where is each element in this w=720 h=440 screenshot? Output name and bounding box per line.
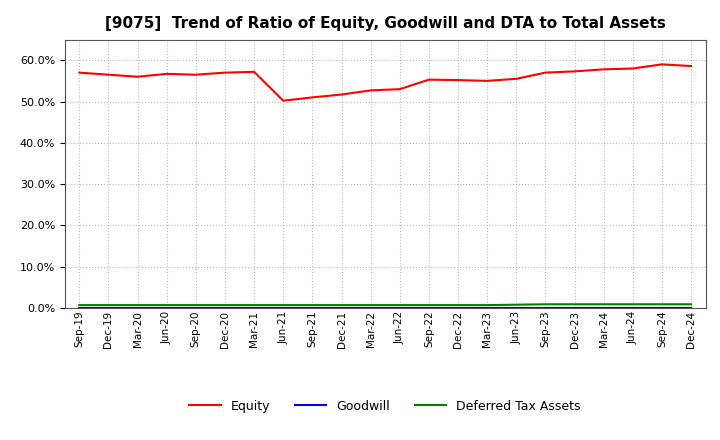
Deferred Tax Assets [250, 302, 258, 308]
Deferred Tax Assets [192, 302, 200, 308]
Deferred Tax Assets [279, 302, 287, 308]
Deferred Tax Assets [599, 302, 608, 307]
Deferred Tax Assets [629, 302, 637, 307]
Equity [220, 70, 229, 75]
Equity [250, 69, 258, 74]
Equity [104, 72, 113, 77]
Equity [599, 67, 608, 72]
Deferred Tax Assets [425, 302, 433, 308]
Goodwill [425, 305, 433, 311]
Deferred Tax Assets [308, 302, 317, 308]
Deferred Tax Assets [133, 302, 142, 308]
Line: Equity: Equity [79, 64, 691, 101]
Goodwill [163, 305, 171, 311]
Deferred Tax Assets [337, 302, 346, 308]
Goodwill [133, 305, 142, 311]
Equity [512, 76, 521, 81]
Deferred Tax Assets [454, 302, 462, 308]
Equity [133, 74, 142, 79]
Goodwill [220, 305, 229, 311]
Deferred Tax Assets [220, 302, 229, 308]
Equity [192, 72, 200, 77]
Equity [629, 66, 637, 71]
Deferred Tax Assets [395, 302, 404, 308]
Equity [541, 70, 550, 75]
Equity [163, 71, 171, 77]
Equity [657, 62, 666, 67]
Equity [279, 98, 287, 103]
Goodwill [250, 305, 258, 311]
Goodwill [395, 305, 404, 311]
Equity [395, 87, 404, 92]
Goodwill [483, 305, 492, 311]
Goodwill [657, 305, 666, 311]
Equity [483, 78, 492, 84]
Equity [75, 70, 84, 75]
Goodwill [308, 305, 317, 311]
Equity [337, 92, 346, 97]
Goodwill [104, 305, 113, 311]
Equity [454, 77, 462, 83]
Goodwill [337, 305, 346, 311]
Goodwill [687, 305, 696, 311]
Deferred Tax Assets [512, 302, 521, 307]
Deferred Tax Assets [75, 302, 84, 308]
Goodwill [570, 305, 579, 311]
Equity [687, 63, 696, 69]
Goodwill [279, 305, 287, 311]
Equity [570, 69, 579, 74]
Equity [308, 95, 317, 100]
Equity [425, 77, 433, 82]
Deferred Tax Assets [570, 302, 579, 307]
Goodwill [541, 305, 550, 311]
Goodwill [366, 305, 375, 311]
Deferred Tax Assets [366, 302, 375, 308]
Title: [9075]  Trend of Ratio of Equity, Goodwill and DTA to Total Assets: [9075] Trend of Ratio of Equity, Goodwil… [105, 16, 665, 32]
Deferred Tax Assets [657, 302, 666, 307]
Equity [366, 88, 375, 93]
Legend: Equity, Goodwill, Deferred Tax Assets: Equity, Goodwill, Deferred Tax Assets [184, 395, 586, 418]
Deferred Tax Assets [104, 302, 113, 308]
Goodwill [599, 305, 608, 311]
Goodwill [512, 305, 521, 311]
Goodwill [629, 305, 637, 311]
Deferred Tax Assets [541, 302, 550, 307]
Deferred Tax Assets [687, 302, 696, 307]
Goodwill [454, 305, 462, 311]
Goodwill [192, 305, 200, 311]
Line: Deferred Tax Assets: Deferred Tax Assets [79, 304, 691, 305]
Deferred Tax Assets [163, 302, 171, 308]
Deferred Tax Assets [483, 302, 492, 308]
Goodwill [75, 305, 84, 311]
